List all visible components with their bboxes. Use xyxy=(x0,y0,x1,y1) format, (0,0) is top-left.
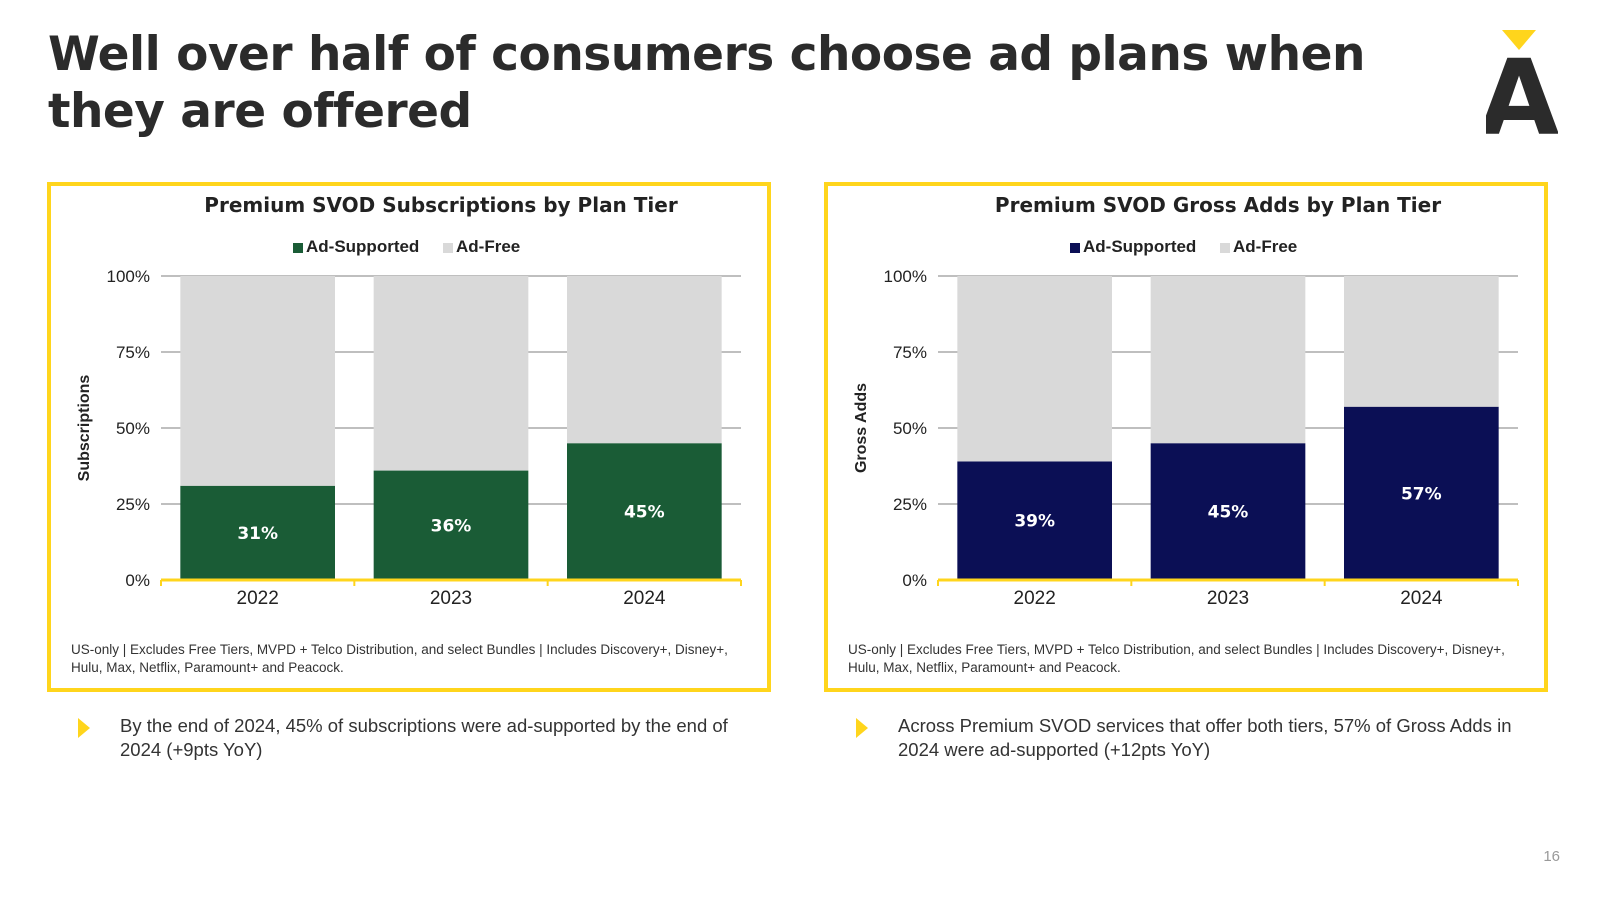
legend-swatch xyxy=(1070,243,1080,253)
y-axis-label: Subscriptions xyxy=(76,375,93,482)
data-label: 45% xyxy=(1208,503,1249,523)
bullet-text: By the end of 2024, 45% of subscriptions… xyxy=(120,715,728,760)
bar-segment xyxy=(180,485,335,580)
data-label: 57% xyxy=(1401,484,1442,504)
legend-swatch xyxy=(293,243,303,253)
data-label: 45% xyxy=(624,503,665,523)
logo-triangle-icon xyxy=(1502,30,1536,50)
data-label: 31% xyxy=(237,524,278,544)
x-tick-label: 2023 xyxy=(1207,588,1249,609)
x-tick-label: 2023 xyxy=(430,588,472,609)
x-tick-label: 2022 xyxy=(237,588,279,609)
bullet-text: Across Premium SVOD services that offer … xyxy=(898,715,1512,760)
legend-label: Ad-Supported xyxy=(1083,237,1196,256)
y-axis-label: Gross Adds xyxy=(853,383,870,473)
bar-segment xyxy=(373,470,529,580)
bar-segment xyxy=(373,276,529,471)
chart-title: Premium SVOD Subscriptions by Plan Tier xyxy=(204,193,678,217)
chart-title: Premium SVOD Gross Adds by Plan Tier xyxy=(995,193,1441,217)
data-label: 36% xyxy=(431,516,472,536)
page-number: 16 xyxy=(1543,848,1560,865)
data-label: 39% xyxy=(1014,512,1055,532)
y-tick-label: 100% xyxy=(884,267,927,286)
x-tick-label: 2022 xyxy=(1014,588,1056,609)
legend-label: Ad-Free xyxy=(456,237,520,256)
x-tick-label: 2024 xyxy=(1400,588,1443,609)
y-tick-label: 25% xyxy=(893,495,927,514)
y-tick-label: 0% xyxy=(902,571,927,590)
bar-segment xyxy=(1344,276,1499,407)
chart-subscriptions: Premium SVOD Subscriptions by Plan Tier A… xyxy=(76,193,742,609)
bar-segment xyxy=(957,461,1112,580)
legend-swatch xyxy=(443,243,453,253)
bar-segment xyxy=(180,276,335,486)
bar-segment xyxy=(567,443,722,580)
chart-panel-subscriptions: Premium SVOD Subscriptions by Plan Tier A… xyxy=(47,182,771,692)
bar-segment xyxy=(1344,406,1499,580)
chart-panel-gross-adds: Premium SVOD Gross Adds by Plan Tier Ad-S… xyxy=(824,182,1548,692)
y-tick-label: 50% xyxy=(893,419,927,438)
chart-footnote: US-only | Excludes Free Tiers, MVPD + Te… xyxy=(848,642,1505,675)
y-tick-label: 0% xyxy=(125,571,150,590)
logo: A xyxy=(1486,30,1558,138)
bar-segment xyxy=(1150,443,1306,580)
y-tick-label: 75% xyxy=(893,343,927,362)
bar-segment xyxy=(567,276,722,444)
legend-swatch xyxy=(1220,243,1230,253)
y-tick-label: 100% xyxy=(107,267,150,286)
y-tick-label: 75% xyxy=(116,343,150,362)
legend-label: Ad-Supported xyxy=(306,237,419,256)
slide-title: Well over half of consumers choose ad pl… xyxy=(48,27,1365,139)
triangle-bullet-icon xyxy=(78,718,90,738)
triangle-bullet-icon xyxy=(856,718,868,738)
y-tick-label: 25% xyxy=(116,495,150,514)
bar-segment xyxy=(957,276,1112,462)
y-tick-label: 50% xyxy=(116,419,150,438)
legend-label: Ad-Free xyxy=(1233,237,1297,256)
logo-letter: A xyxy=(1486,37,1558,138)
chart-footnote: US-only | Excludes Free Tiers, MVPD + Te… xyxy=(71,642,728,675)
chart-gross-adds: Premium SVOD Gross Adds by Plan Tier Ad-S… xyxy=(853,193,1519,609)
bar-segment xyxy=(1150,276,1306,444)
x-tick-label: 2024 xyxy=(623,588,666,609)
